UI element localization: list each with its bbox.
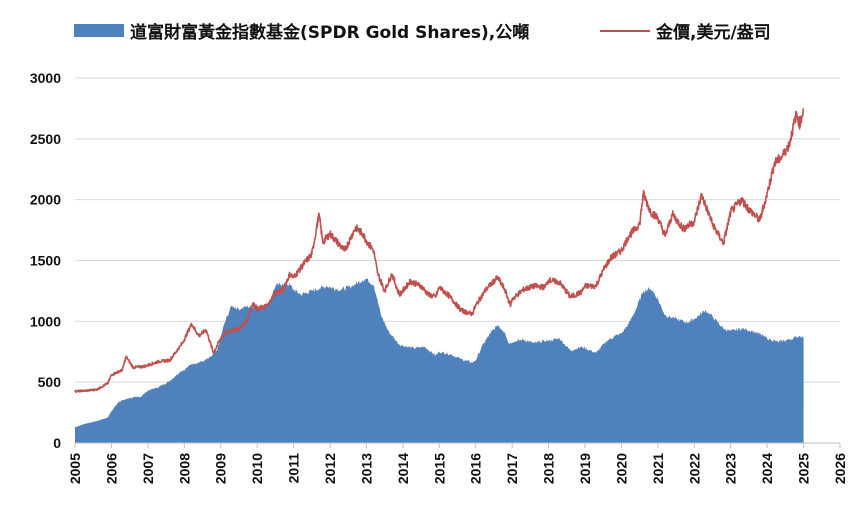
legend-area-label: 道富財富黃金指數基金(SPDR Gold Shares),公噸 — [130, 23, 530, 43]
x-tick-label-2011: 2011 — [286, 453, 302, 484]
x-tick-label-2013: 2013 — [358, 453, 374, 484]
x-tick-label-2009: 2009 — [213, 453, 229, 484]
y-tick-label-1500: 1500 — [30, 253, 61, 269]
x-tick-label-2015: 2015 — [431, 453, 447, 484]
x-tick-label-2019: 2019 — [577, 453, 593, 484]
x-tick-label-2018: 2018 — [541, 453, 557, 484]
x-tick-label-2017: 2017 — [504, 453, 520, 484]
series-group — [74, 108, 805, 443]
series-line-gold-price — [74, 108, 805, 393]
legend-line-swatch — [600, 29, 650, 32]
x-tick-label-2022: 2022 — [686, 453, 702, 484]
x-tick-label-2021: 2021 — [650, 453, 666, 484]
x-tick-label-2008: 2008 — [176, 453, 192, 484]
x-tick-label-2014: 2014 — [395, 453, 411, 484]
x-tick-label-2007: 2007 — [140, 453, 156, 484]
series-area-gld-holdings — [75, 277, 804, 443]
x-tick-label-2016: 2016 — [468, 453, 484, 484]
x-tick-label-2010: 2010 — [249, 453, 265, 484]
y-tick-label-3000: 3000 — [30, 70, 61, 86]
x-tick-label-2026: 2026 — [832, 453, 848, 484]
axes: 0 500 1000 1500 2000 2500 3000 2005 2006 2007 2008… — [30, 70, 848, 484]
x-tick-label-2006: 2006 — [103, 453, 119, 484]
y-tick-label-2500: 2500 — [30, 131, 61, 147]
y-tick-label-2000: 2000 — [30, 192, 61, 208]
legend-area-swatch — [74, 24, 124, 37]
x-tick-label-2023: 2023 — [723, 453, 739, 484]
y-tick-label-1000: 1000 — [30, 313, 61, 329]
x-tick-label-2020: 2020 — [613, 453, 629, 484]
y-tick-label-500: 500 — [38, 374, 62, 390]
x-tick-label-2025: 2025 — [796, 453, 812, 484]
legend-line-label: 金價,美元/盎司 — [656, 23, 771, 43]
x-tick-label-2005: 2005 — [67, 453, 83, 484]
x-tick-label-2012: 2012 — [322, 453, 338, 484]
legend-line-entry: 金價,美元/盎司 — [600, 18, 771, 43]
legend-area-entry: 道富財富黃金指數基金(SPDR Gold Shares),公噸 — [74, 18, 529, 43]
x-tick-label-2024: 2024 — [759, 453, 775, 484]
y-tick-label-0: 0 — [53, 435, 61, 451]
